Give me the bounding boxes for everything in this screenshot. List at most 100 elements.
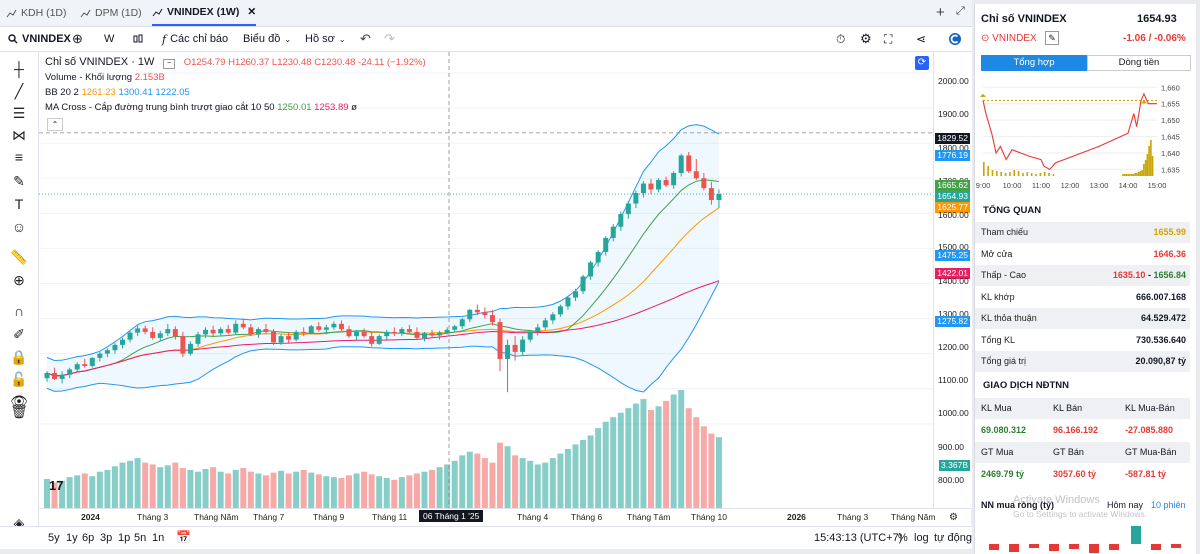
candle-body [663,180,669,186]
row-low-high: Thấp - Cao 1635.10 - 1656.84 [975,265,1190,286]
settings-icon[interactable]: ⚙ [860,31,872,46]
horizontal-lines-icon[interactable]: ☰ [12,105,26,121]
range-1y[interactable]: 1y [66,532,78,544]
brush-icon[interactable]: ✎ [13,173,25,189]
candle-body [248,327,254,335]
ten-sessions-toggle[interactable]: 10 phiên [1151,500,1186,510]
auto-toggle[interactable]: tự động [934,532,972,544]
tab-money-flow[interactable]: Dòng tiền [1087,55,1191,71]
chart-area[interactable]: Chỉ số VNINDEX · 1W − O1254.79 H1260.37 … [39,52,933,508]
redo-icon[interactable]: ↷ [384,31,395,46]
volume-bar [66,477,73,508]
text-icon[interactable]: T [14,196,24,212]
interval-button[interactable]: W [104,27,114,51]
candle-body [429,333,435,336]
fib-icon[interactable]: ≡ [14,149,24,165]
indicators-button[interactable]: f Các chỉ báo [162,27,228,51]
profile-dropdown[interactable]: Hồ sơ ⌄ [305,27,346,51]
lock-icon[interactable]: 🔒 [10,349,28,365]
price-axis[interactable]: 2000.00 1900.00 1829.52 1800.00 1776.19 … [933,52,972,508]
share-icon[interactable]: ⋖ [916,32,927,46]
candle-body [338,323,344,330]
range-1n[interactable]: 1n [152,532,165,544]
mini-volume-bar [1026,172,1029,176]
volume-bar [640,399,647,508]
range-1p[interactable]: 1p [118,532,131,544]
candle-body [595,251,601,263]
unlock-icon[interactable]: 🔓 [10,371,28,387]
time-axis[interactable]: 2024 Tháng 3 Tháng Năm Tháng 7 Tháng 9 T… [39,508,971,527]
net-bar [1131,526,1141,544]
volume-bar [195,471,201,508]
volume-bar [429,469,436,508]
foreign-title: GIAO DỊCH NĐTNN [983,380,1070,391]
tab-label: VNINDEX (1W) [167,6,240,18]
volume-bar [451,460,458,508]
candle-body [59,374,65,379]
range-5n[interactable]: 5n [134,532,147,544]
time-label: Tháng Tám [627,512,671,522]
layers-icon[interactable]: ◈ [13,515,25,531]
tab-dpm[interactable]: DPM (1D) [80,0,142,26]
ma-fast: 1250.01 [277,102,312,113]
candle-body [633,193,639,204]
collapse-icon[interactable]: − [163,59,176,69]
mini-volume-bar [991,170,994,176]
candle-body [459,319,465,327]
eye-icon[interactable]: 👁 [10,393,28,409]
row-open: Mở cửa 1646.36 [975,244,1190,265]
mini-volume-bar [1009,172,1011,176]
compare-add-icon[interactable]: ⊕ [72,31,83,46]
undo-icon[interactable]: ↶ [360,31,371,46]
mini-y-label: 1,660 [1161,83,1180,92]
row-key: Tổng KL [981,335,1016,345]
emoji-icon[interactable]: ☺ [11,219,27,235]
pitchfork-icon[interactable]: ⋈ [12,127,26,143]
candle-body [391,331,397,334]
ruler-icon[interactable]: 📏 [10,249,28,265]
volume-bar [270,472,277,508]
candle-body [406,329,412,332]
tab-vnindex[interactable]: VNINDEX (1W) ✕ [152,0,257,26]
candle-body [678,155,684,174]
tab-summary[interactable]: Tổng hợp [981,55,1087,71]
add-tab-icon[interactable]: + [936,4,945,21]
candle-type-icon[interactable] [132,27,144,51]
refresh-icon[interactable]: ⟳ [915,56,929,70]
price-label: 1600.00 [938,210,969,220]
mini-volume-bar [1039,173,1042,176]
trendline-icon[interactable]: ╱ [14,83,24,99]
expand-icon[interactable]: ⤢ [956,5,965,17]
intraday-chart[interactable]: 1,660 1,655 1,650 1,645 1,640 1,635 9:00 10:00 1… [975,76,1196,194]
crosshair-icon[interactable]: ┼ [14,61,24,77]
mini-volume-bar [1127,174,1130,176]
mini-y-label: 1,635 [1161,165,1180,174]
volume-bar [421,471,428,508]
price-label: 1500.00 [938,242,969,252]
legend-toggle-icon[interactable]: ⌃ [47,118,63,131]
zoom-in-icon[interactable]: ⊕ [13,272,25,288]
volume-bar [549,458,556,508]
chart-type-dropdown[interactable]: Biểu đồ ⌄ [243,27,291,51]
clock-label[interactable]: 15:43:13 (UTC+7) [814,532,903,544]
today-toggle[interactable]: Hôm nay [1107,500,1144,510]
tab-kdh[interactable]: KDH (1D) [6,0,67,26]
alert-icon[interactable]: ⏱ [836,31,846,46]
range-6p[interactable]: 6p [82,532,95,544]
log-toggle[interactable]: log [914,532,929,544]
symbol-search[interactable]: VNINDEX [8,27,71,51]
volume-bar [700,426,707,508]
trash-icon[interactable]: 🗑 [10,403,28,419]
candle-body [505,344,511,359]
percent-toggle[interactable]: % [898,532,908,544]
range-3p[interactable]: 3p [100,532,113,544]
close-icon[interactable]: ✕ [247,6,257,18]
edit-icon[interactable]: ✎ [1045,31,1059,45]
fullscreen-icon[interactable]: ⛶ [884,31,893,46]
magnet-icon[interactable]: ∩ [13,303,25,319]
price-chart[interactable] [39,52,933,508]
range-5y[interactable]: 5y [48,532,60,544]
calendar-icon[interactable]: 📅 [176,530,191,544]
time-settings-icon[interactable]: ⚙ [949,512,958,523]
draw-lock-icon[interactable]: ✐ [13,326,25,342]
